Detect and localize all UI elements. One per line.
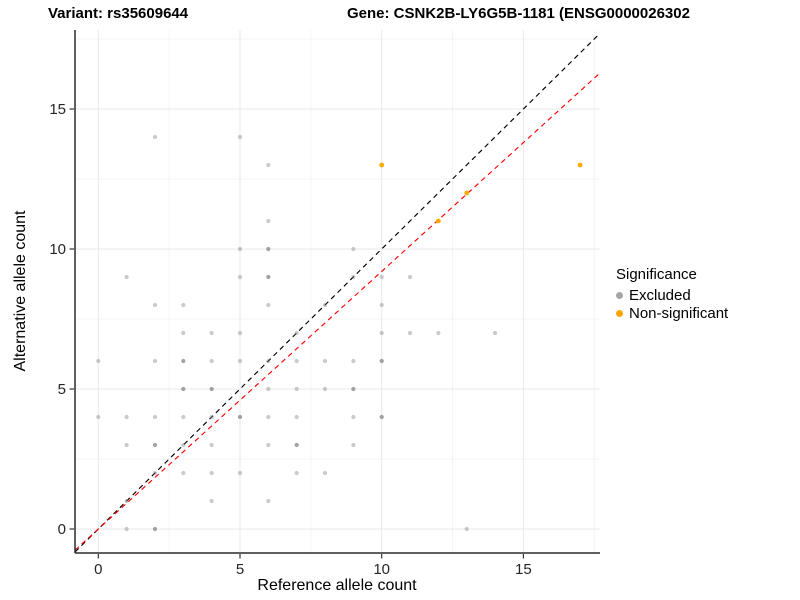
svg-text:15: 15 (49, 101, 66, 118)
y-axis-label: Alternative allele count (12, 210, 29, 372)
svg-text:10: 10 (373, 561, 390, 578)
svg-text:5: 5 (58, 381, 66, 398)
x-axis-label: Reference allele count (257, 577, 417, 594)
svg-text:5: 5 (236, 561, 244, 578)
legend-item-excluded: Excluded (616, 286, 728, 304)
legend-item-label: Non-significant (629, 304, 729, 322)
legend: Significance Excluded Non-significant (616, 266, 728, 322)
legend-title: Significance (616, 266, 697, 283)
legend-item-non-significant: Non-significant (616, 304, 728, 322)
svg-text:15: 15 (515, 561, 532, 578)
legend-item-label: Excluded (629, 286, 691, 304)
variant-title: Variant: rs35609644 (48, 5, 189, 22)
svg-text:10: 10 (49, 241, 66, 258)
excluded-dot-icon (616, 291, 623, 299)
svg-text:0: 0 (58, 521, 66, 538)
non-significant-dot-icon (616, 309, 623, 317)
gene-title: Gene: CSNK2B-LY6G5B-1181 (ENSG0000026302 (347, 5, 690, 22)
svg-text:0: 0 (94, 561, 102, 578)
